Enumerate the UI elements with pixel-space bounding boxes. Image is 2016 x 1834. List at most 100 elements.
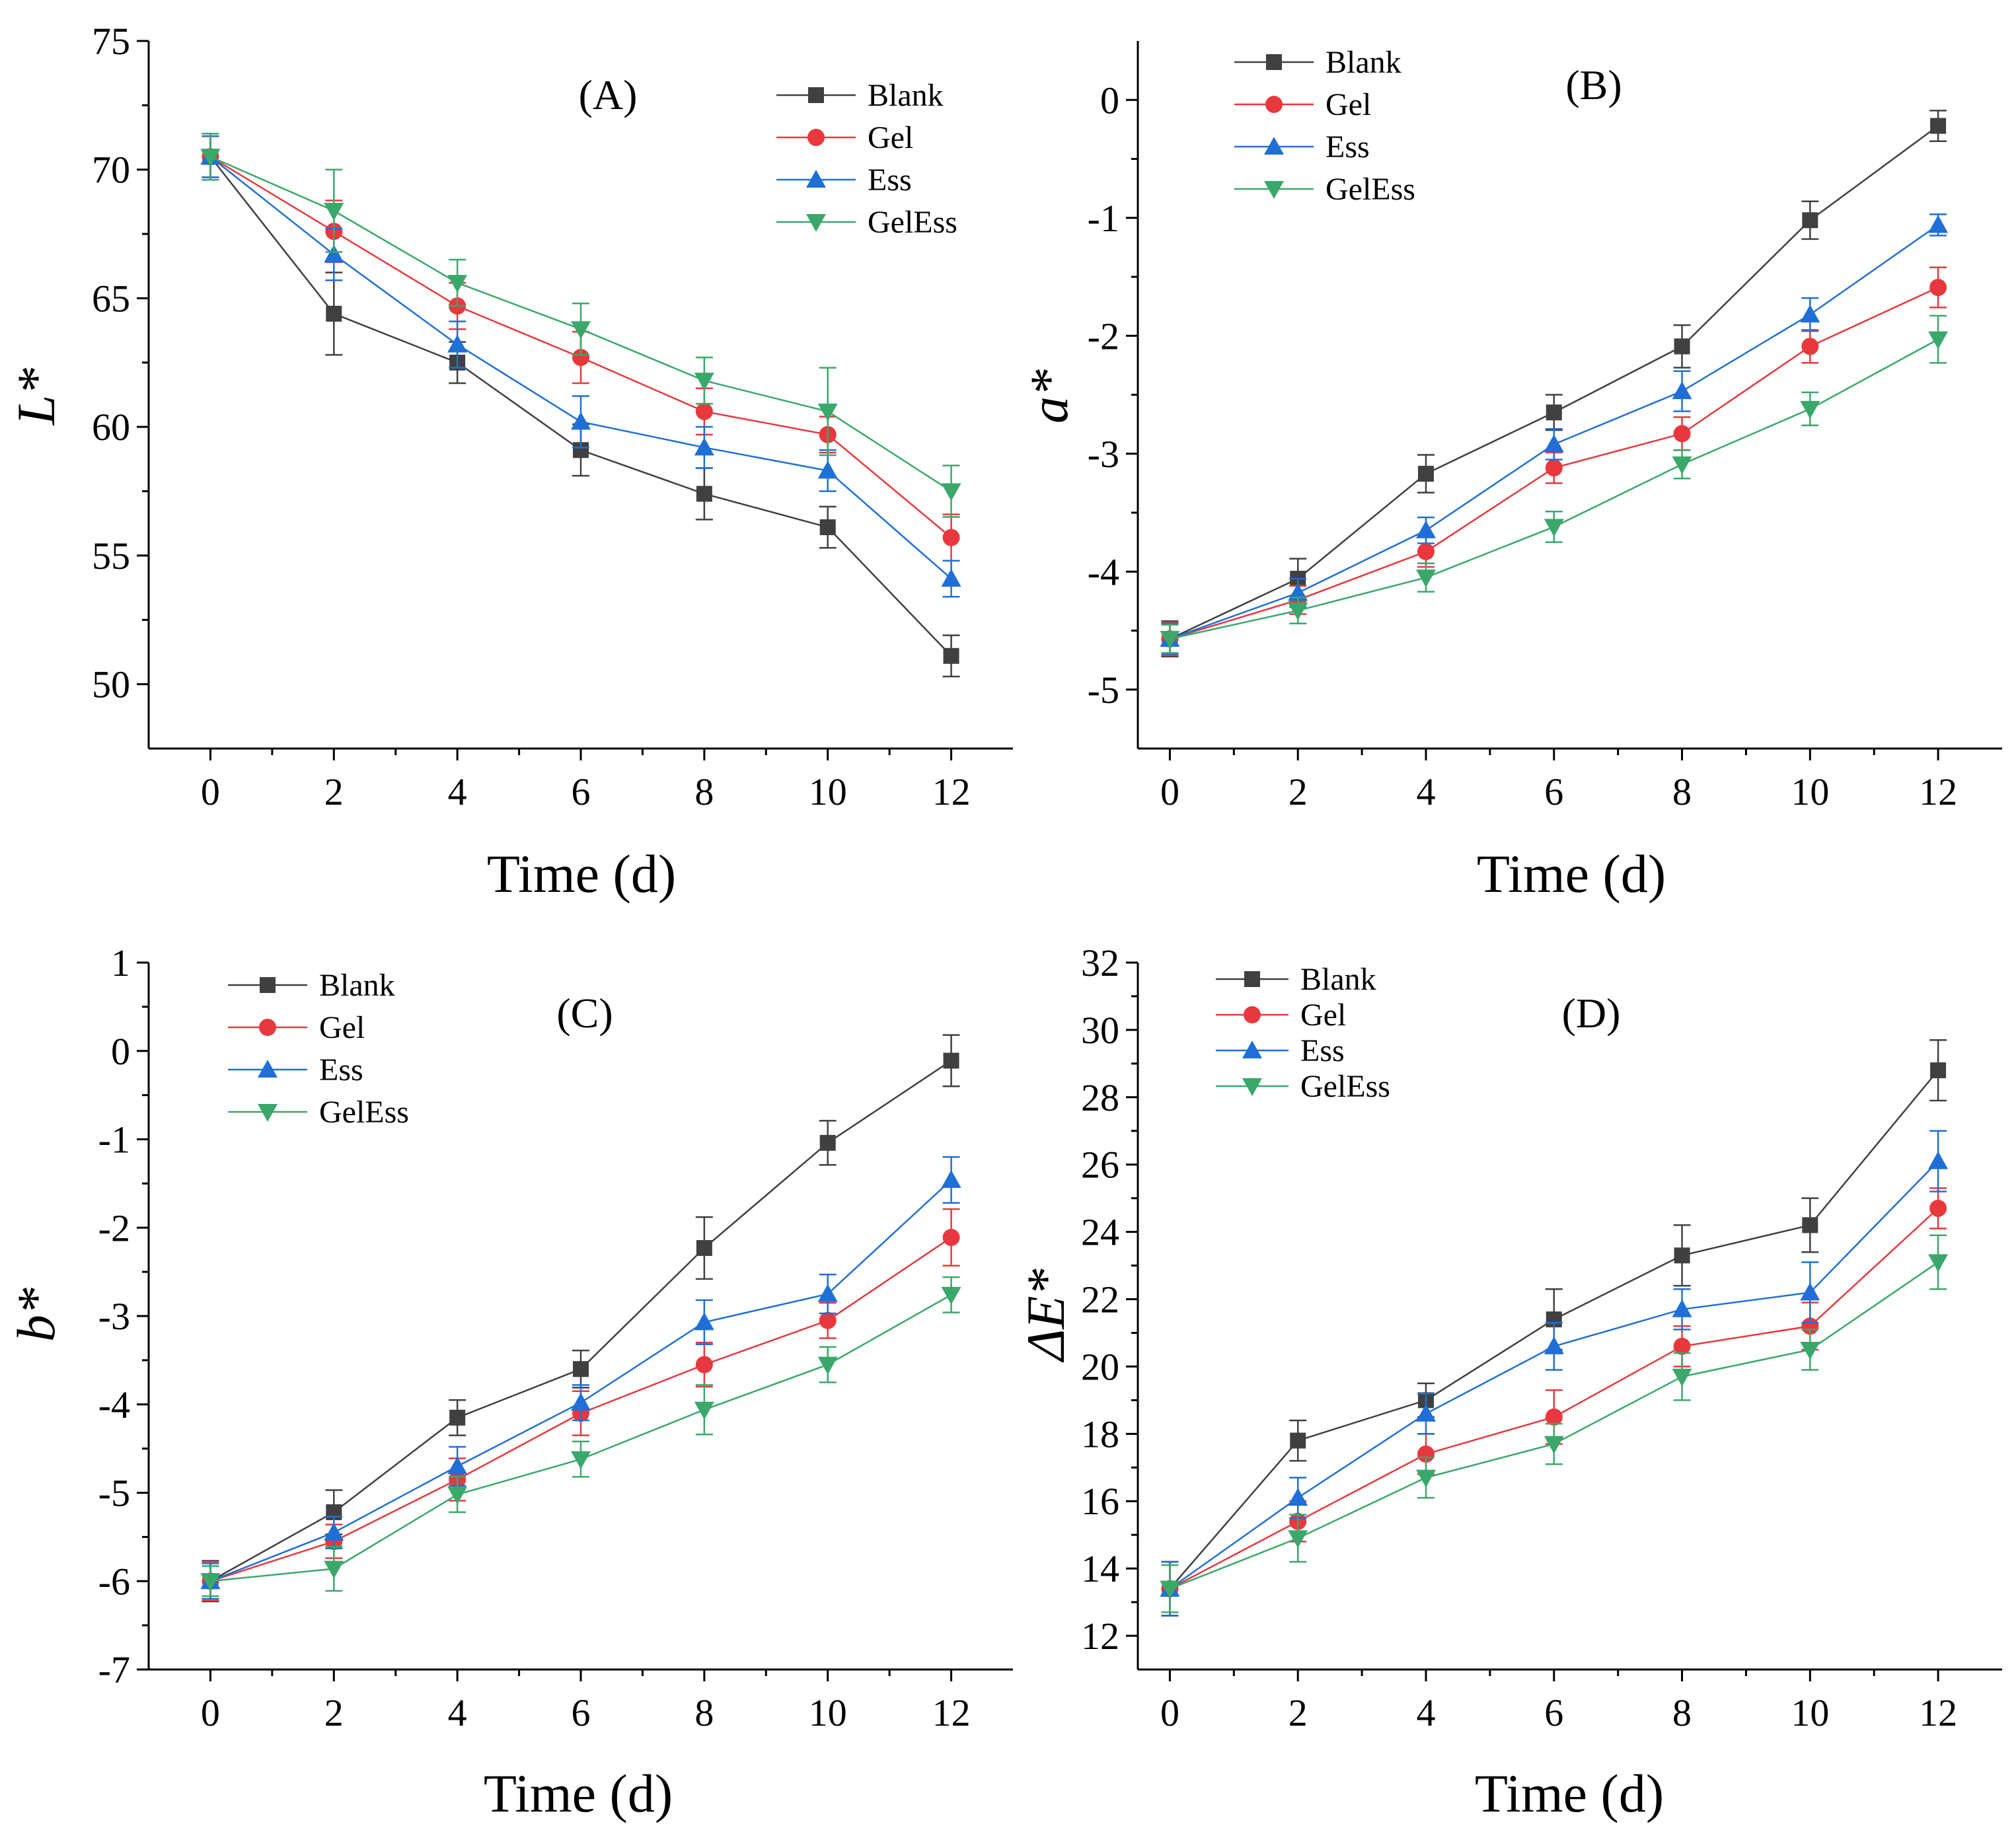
panel-d-x-tick-label: 2 xyxy=(1288,1691,1308,1734)
panel-d-series-geless-point xyxy=(1928,1254,1949,1272)
panel-b-series-geless-point xyxy=(1416,569,1436,588)
panel-d-series-gel-point xyxy=(1545,1408,1563,1426)
panel-a-series-geless-point xyxy=(200,149,221,167)
panel-c-series-geless-point xyxy=(447,1486,468,1505)
panel-b-series-ess-point xyxy=(1928,215,1949,233)
panel-d-label: (D) xyxy=(1562,990,1621,1037)
panel-a-series-geless-point xyxy=(324,203,344,221)
panel-b-x-tick-label: 2 xyxy=(1288,770,1308,813)
panel-d-series-geless-point xyxy=(1544,1436,1564,1454)
panel-d-legend-label: Ess xyxy=(1300,1033,1345,1068)
panel-d-legend-swatch-marker xyxy=(1244,1006,1261,1023)
panel-a-legend-swatch-marker xyxy=(807,129,825,146)
panel-b-legend-label: Blank xyxy=(1325,45,1401,80)
panel-a-y-tick-label: 75 xyxy=(92,20,130,63)
panel-b-series-ess-point xyxy=(1672,381,1692,400)
panel-c-series-blank-point xyxy=(943,1052,959,1069)
panel-b-series-ess-point xyxy=(1544,434,1564,453)
panel-d-x-tick-label: 6 xyxy=(1544,1691,1563,1734)
panel-a-x-tick-label: 10 xyxy=(809,770,847,813)
panel-d-series-geless-point xyxy=(1672,1368,1692,1387)
panel-d-series-ess-point xyxy=(1416,1403,1436,1422)
panel-d-y-tick-label: 14 xyxy=(1081,1547,1119,1590)
panel-c-x-tick-label: 6 xyxy=(572,1691,591,1734)
panel-c-series-geless-point xyxy=(817,1356,838,1375)
panel-b-x-tick-label: 8 xyxy=(1672,770,1692,813)
panel-a-y-axis-title: L* xyxy=(6,368,66,426)
panel-b-label: (B) xyxy=(1565,61,1622,108)
panel-c-legend-label: GelEss xyxy=(319,1095,409,1130)
panel-d-x-tick-label: 4 xyxy=(1417,1691,1436,1734)
panel-d-legend-swatch-marker xyxy=(1242,1078,1262,1096)
panel-d-series-geless xyxy=(1160,1234,1949,1613)
panel-d-series-ess-point xyxy=(1544,1336,1564,1354)
panel-a-series-geless-point xyxy=(571,321,591,340)
panel-c-legend-swatch-marker xyxy=(258,1104,278,1122)
panel-d-series-ess xyxy=(1160,1130,1949,1617)
panel-d-y-tick-label: 28 xyxy=(1081,1076,1119,1119)
panel-b-legend-label: Gel xyxy=(1325,87,1371,122)
panel-a-series-blank-point xyxy=(696,486,712,502)
panel-d-y-tick-label: 12 xyxy=(1081,1615,1119,1658)
panel-d-series-blank-point xyxy=(1802,1217,1818,1233)
panel-d-series-ess-point xyxy=(1672,1299,1692,1317)
panel-a-legend-swatch-marker xyxy=(808,87,824,103)
panel-a-legend-label: GelEss xyxy=(868,205,957,240)
panel-a-x-tick-label: 8 xyxy=(694,770,714,813)
panel-a-legend-label: Gel xyxy=(868,120,913,155)
panel-c-series-blank-point xyxy=(696,1240,712,1257)
panel-d-series-blank-point xyxy=(1674,1247,1690,1264)
panel-d-legend-label: Blank xyxy=(1300,962,1376,997)
panel-a-x-tick-label: 0 xyxy=(201,770,220,813)
panel-c-y-tick-label: 0 xyxy=(111,1030,130,1073)
panel-c-series-ess-point xyxy=(571,1393,591,1411)
panel-c-x-tick-label: 4 xyxy=(448,1691,467,1734)
panel-d-series-ess-point xyxy=(1800,1282,1820,1301)
panel-a-legend-label: Blank xyxy=(868,78,944,113)
panel-b-series-geless-point xyxy=(1672,456,1692,474)
panel-c-y-tick-label: -5 xyxy=(98,1472,130,1515)
panel-b-series-geless-point xyxy=(1160,630,1180,649)
panel-b-legend-swatch-marker xyxy=(1265,96,1283,113)
panel-c-x-tick-label: 10 xyxy=(809,1691,847,1734)
panel-a-series-geless-point xyxy=(447,275,468,293)
panel-b-legend-swatch-marker xyxy=(1266,54,1282,70)
panel-b-x-tick-label: 6 xyxy=(1544,770,1563,813)
panel-a-series-ess-point xyxy=(694,437,714,456)
panel-c-series-geless xyxy=(200,1276,961,1597)
panel-b-series-ess-point xyxy=(1416,520,1436,538)
panel-c-y-tick-label: 1 xyxy=(111,941,130,984)
panel-c-legend-swatch-marker xyxy=(259,1019,276,1036)
panel-a-series-ess-point xyxy=(324,244,344,263)
panel-a-chart: 50 55 60 65 70 75 0 2 4 6 8 10 12 Time (d) L* (A) Blank G… xyxy=(6,20,1013,904)
panel-c-series-ess-point xyxy=(447,1456,468,1475)
panel-c-series-gel-point xyxy=(819,1311,837,1329)
panel-a-series-ess xyxy=(200,135,961,598)
panel-c-y-tick-label: -4 xyxy=(98,1383,130,1426)
panel-d-legend-swatch-marker xyxy=(1244,971,1260,987)
panel-b-series-gel-point xyxy=(1801,338,1819,355)
panel-b-y-axis-title: a* xyxy=(1019,369,1079,423)
panel-b-y-tick-label: -5 xyxy=(1088,669,1119,712)
panel-a-legend-swatch-marker xyxy=(806,170,826,188)
panel-d-y-tick-label: 20 xyxy=(1081,1345,1119,1388)
panel-b-series-blank-point xyxy=(1546,404,1562,421)
panel-b-series-blank-point xyxy=(1802,212,1818,229)
panel-a-y-tick-label: 70 xyxy=(92,149,130,192)
panel-a-series-gel-point xyxy=(942,529,960,546)
panel-b-series-geless xyxy=(1160,314,1949,654)
panel-d-series-geless-point xyxy=(1288,1530,1308,1549)
panel-c-y-tick-label: -3 xyxy=(98,1295,130,1338)
panel-d-series-geless-point xyxy=(1160,1580,1180,1599)
panel-c-series-geless-point xyxy=(941,1286,961,1305)
panel-d-series-geless-point xyxy=(1800,1341,1820,1360)
panel-b-series-gel-point xyxy=(1929,279,1947,297)
panel-a-series-ess-point xyxy=(941,568,961,587)
panel-c-series-blank-point xyxy=(573,1361,589,1377)
panel-d-y-axis-title: ΔE* xyxy=(1016,1268,1076,1362)
panel-d-series-ess-point xyxy=(1928,1151,1949,1169)
